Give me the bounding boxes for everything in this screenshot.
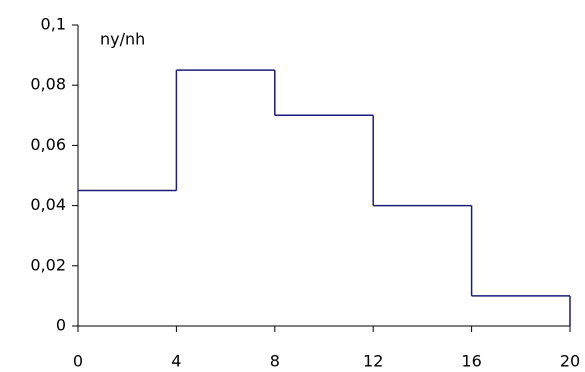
y-tick-label: 0,1 <box>41 15 66 34</box>
x-tick-label: 16 <box>461 352 481 371</box>
y-tick-label: 0,02 <box>30 255 66 274</box>
x-tick-label: 4 <box>171 352 181 371</box>
y-tick-label: 0,08 <box>30 75 66 94</box>
x-tick-label: 0 <box>73 352 83 371</box>
x-tick-label: 20 <box>560 352 580 371</box>
x-tick-label: 12 <box>363 352 383 371</box>
y-tick-label: 0,06 <box>30 135 66 154</box>
y-tick-label: 0 <box>56 316 66 335</box>
y-axis-label: ny/nh <box>100 30 145 49</box>
y-tick-label: 0,04 <box>30 195 66 214</box>
x-tick-label: 8 <box>270 352 280 371</box>
